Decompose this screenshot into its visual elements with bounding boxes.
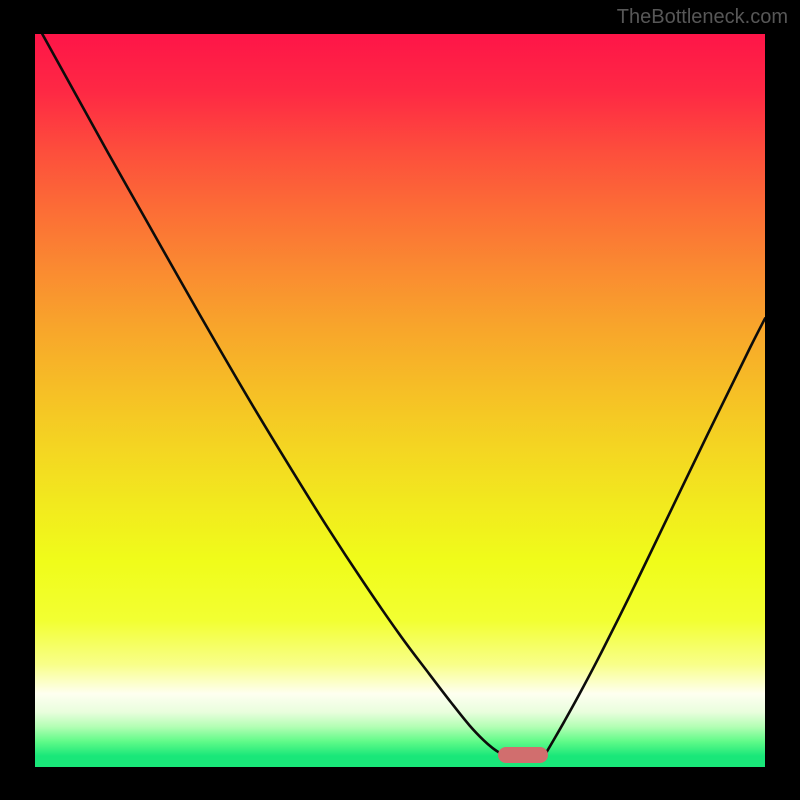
plot-area [35,34,765,767]
bottleneck-marker [498,747,548,763]
chart-curves [35,34,765,767]
chart-container [35,34,765,767]
curve-left [42,34,500,753]
curve-right [546,318,765,753]
watermark-text: TheBottleneck.com [617,6,788,29]
